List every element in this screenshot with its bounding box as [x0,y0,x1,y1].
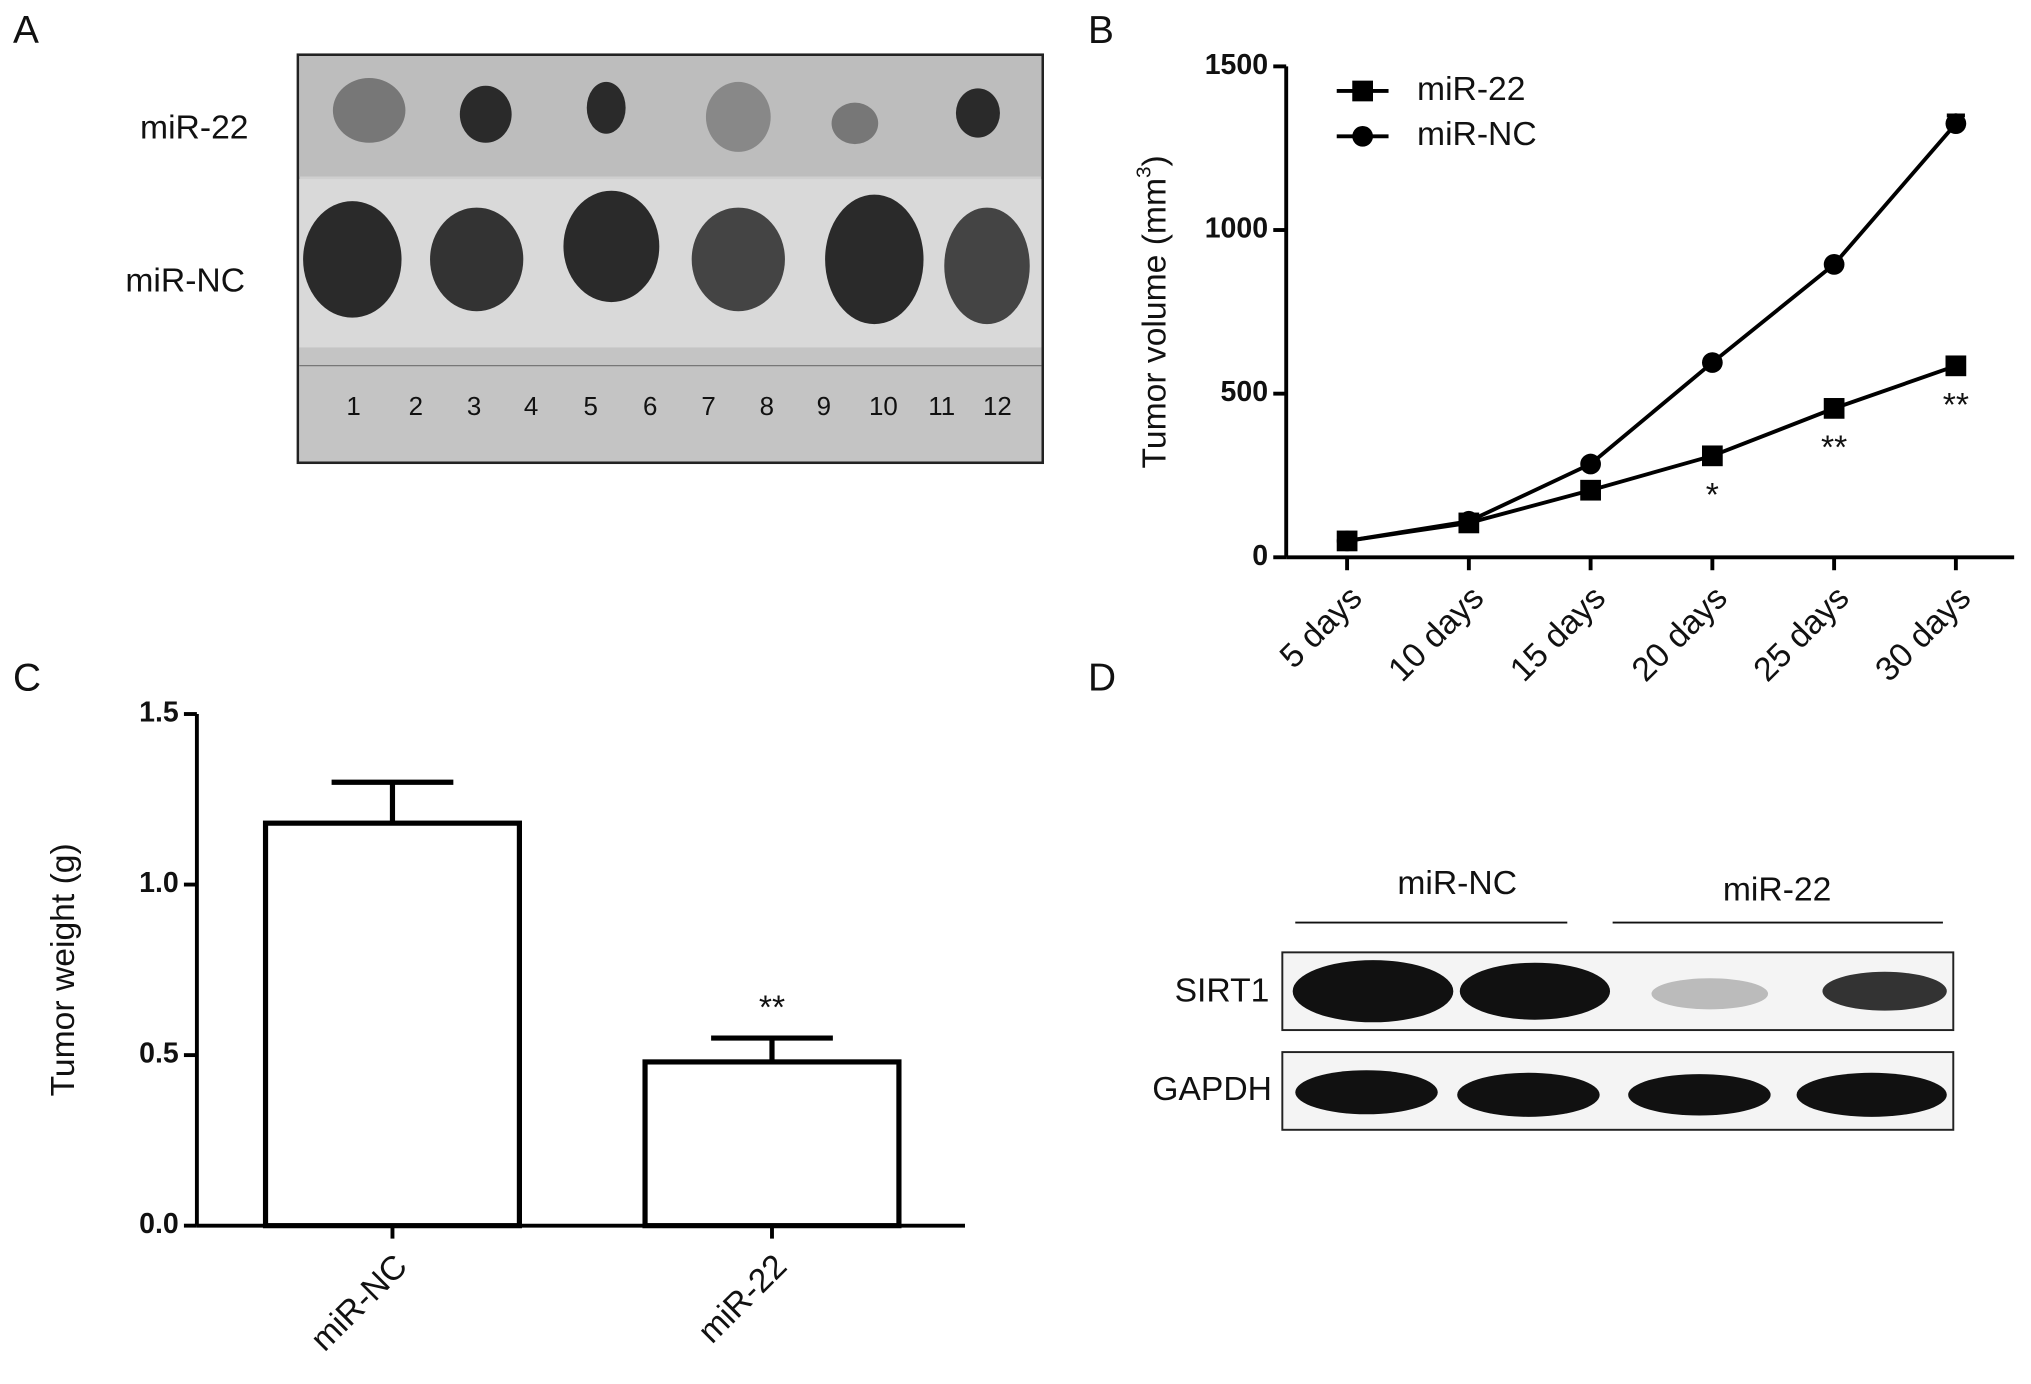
marker [1580,479,1601,501]
marker [1580,453,1601,475]
y-tick-label: 0 [1252,540,1268,572]
marker [1823,398,1845,419]
legend-label: miR-NC [1417,116,1537,153]
annotation: ** [1821,430,1847,467]
annotation: ** [759,989,785,1026]
y-axis-label-part: Tumor weight (g) [45,843,82,1096]
ruler-number: 8 [760,393,774,421]
ruler-number: 10 [869,393,898,421]
x-tick-label: 15 days [1503,579,1613,689]
blot-row-label: SIRT1 [1175,972,1270,1009]
ruler-number: 6 [643,393,657,421]
x-tick-label: 10 days [1382,579,1492,689]
marker [1458,510,1480,532]
ruler-number: 3 [467,393,481,421]
x-tick-label: 25 days [1747,579,1857,689]
x-tick-label: 20 days [1625,579,1735,689]
blot-image [1281,951,1955,1131]
y-tick-label: 1.5 [139,697,179,729]
photo-row-label: miR-NC [125,263,245,300]
blot-row-label: GAPDH [1152,1071,1272,1108]
ruler-number: 1 [346,393,360,421]
marker [1945,355,1967,377]
blot-group: miR-NC [1397,865,1517,902]
marker [1701,445,1723,467]
blot-group: miR-22 [1723,871,1831,908]
y-tick-label: 0.0 [139,1208,179,1240]
ruler-number: 7 [701,393,715,421]
photo-row-label: miR-22 [140,110,248,147]
panel-label: D [1088,657,1116,700]
x-tick-label: 5 days [1273,579,1369,675]
error-bar [331,779,454,824]
series-line [1346,364,1957,543]
y-axis-label-part: 3 [1133,166,1156,178]
panel-label: B [1088,9,1114,52]
series-line [1346,122,1958,543]
y-axis-label: Tumor volume (mm3) [1133,155,1174,468]
legend-marker [1352,80,1373,102]
x-tick-label: miR-22 [691,1248,794,1351]
panel-label: C [13,657,41,700]
y-tick-label: 1.0 [139,867,179,899]
bar [642,1059,902,1229]
y-tick-label: 500 [1221,376,1269,408]
x-tick-label: miR-NC [304,1248,415,1359]
y-tick-label: 0.5 [139,1038,179,1070]
ruler-number: 2 [409,393,423,421]
annotation: ** [1943,387,1969,424]
ruler-number: 11 [928,393,955,421]
ruler-number: 9 [817,393,831,421]
y-axis-label-part: ) [1137,155,1174,166]
x-tick-label: 30 days [1869,579,1979,689]
ruler-number: 4 [524,393,538,421]
marker [1701,352,1723,373]
y-axis-label: Tumor weight (g) [45,843,82,1096]
panel-label: A [13,9,39,52]
y-tick-label: 1000 [1205,213,1268,245]
y-axis-label-part: Tumor volume (mm [1137,178,1174,468]
marker [1336,530,1358,552]
tumor-photo [296,53,1044,465]
legend-marker [1352,125,1373,147]
marker [1945,113,1967,135]
legend-label: miR-22 [1417,71,1525,108]
y-tick-label: 1500 [1205,49,1268,81]
error-bar [711,1035,833,1062]
annotation: * [1706,477,1719,514]
bar [262,820,522,1229]
marker [1823,254,1845,275]
ruler-number: 12 [983,393,1012,421]
ruler-number: 5 [583,393,597,421]
